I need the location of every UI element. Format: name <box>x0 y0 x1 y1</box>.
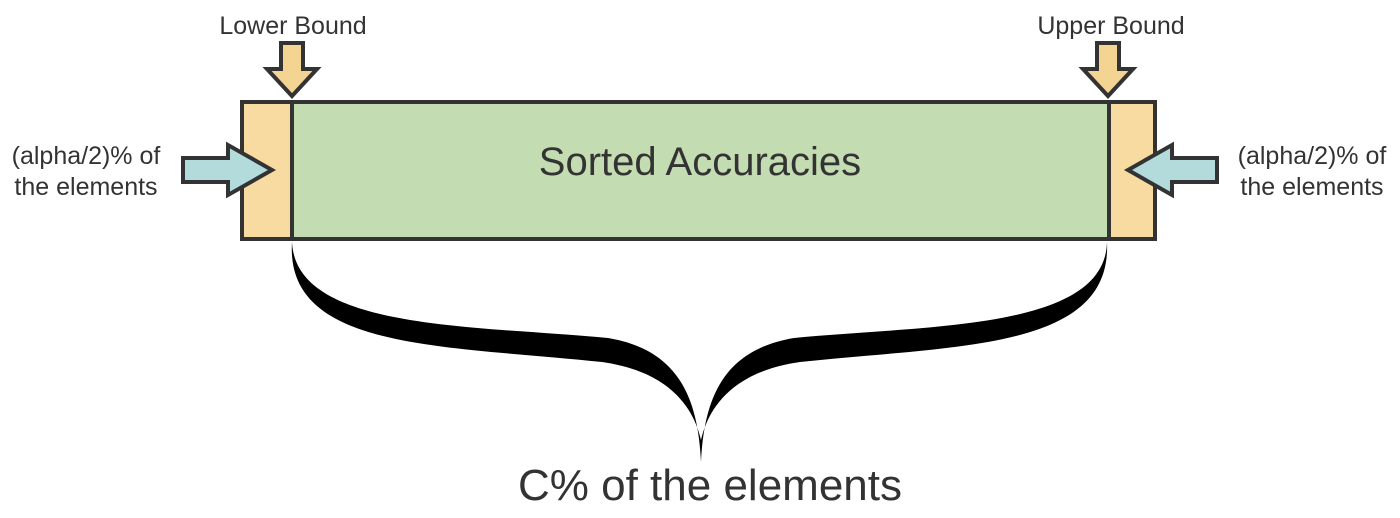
confidence-portion-label: C% of the elements <box>518 461 902 510</box>
lower-bound-arrow-icon <box>262 41 322 99</box>
lower-bound-label: Lower Bound <box>219 12 367 40</box>
right-side-arrow-icon <box>1123 141 1219 199</box>
sorted-accuracies-segment <box>290 100 1111 241</box>
curly-brace-icon <box>291 242 1108 462</box>
left-side-arrow-icon <box>181 141 277 199</box>
sorted-accuracies-label: Sorted Accuracies <box>538 140 862 184</box>
left-tail-note-line2: the elements <box>14 173 158 201</box>
right-tail-note-line1: (alpha/2)% of <box>1237 142 1387 170</box>
left-tail-note-line1: (alpha/2)% of <box>11 142 161 170</box>
upper-bound-arrow-icon <box>1078 41 1138 99</box>
left-tail-note: (alpha/2)% of the elements <box>0 141 186 203</box>
upper-bound-label: Upper Bound <box>1037 12 1185 40</box>
right-tail-note-line2: the elements <box>1240 173 1384 201</box>
right-tail-note: (alpha/2)% of the elements <box>1212 141 1400 203</box>
